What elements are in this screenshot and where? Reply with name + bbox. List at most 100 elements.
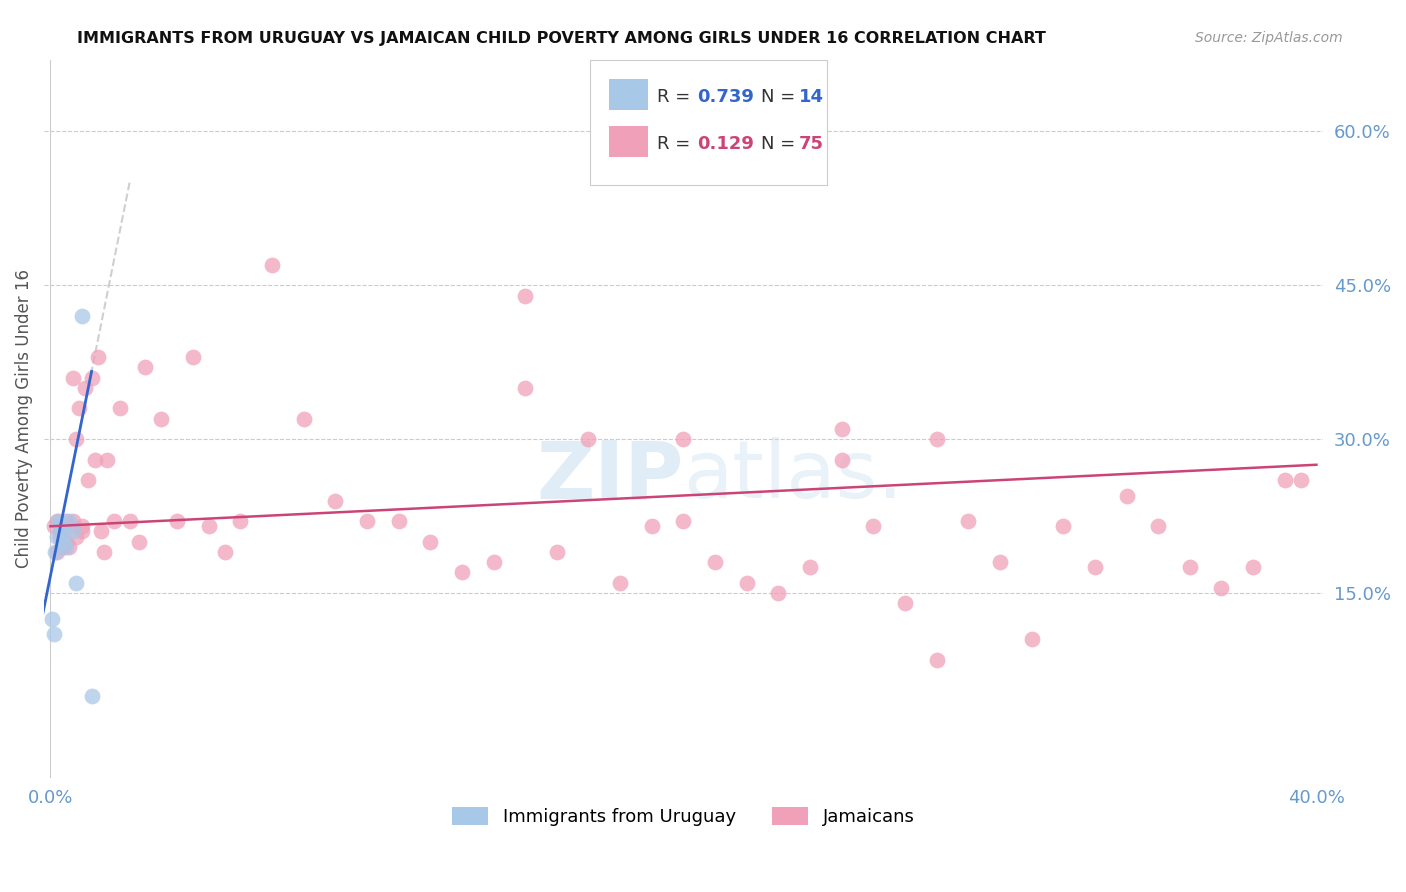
Point	[1241, 560, 1264, 574]
Point	[62, 370, 84, 384]
Point	[48, 514, 70, 528]
Text: R =: R =	[657, 135, 696, 153]
Point	[80, 370, 103, 384]
Point	[735, 575, 758, 590]
Point	[1084, 560, 1107, 574]
Point	[641, 519, 664, 533]
Point	[49, 524, 72, 539]
Point	[75, 381, 97, 395]
Point	[42, 627, 65, 641]
Point	[1289, 473, 1312, 487]
Point	[166, 514, 188, 528]
Point	[42, 519, 65, 533]
Point	[55, 540, 77, 554]
FancyBboxPatch shape	[591, 60, 827, 186]
Point	[957, 514, 980, 528]
Point	[150, 411, 173, 425]
Point	[41, 611, 63, 625]
FancyBboxPatch shape	[609, 126, 648, 156]
Point	[45, 529, 67, 543]
Point	[1052, 519, 1074, 533]
Point	[988, 555, 1011, 569]
Point	[134, 360, 156, 375]
Text: N =: N =	[762, 135, 801, 153]
Point	[58, 519, 80, 533]
Text: 75: 75	[799, 135, 824, 153]
Point	[1211, 581, 1233, 595]
Point	[70, 524, 93, 539]
Point	[70, 309, 93, 323]
Point	[214, 545, 236, 559]
Text: ZIP: ZIP	[536, 437, 683, 515]
Point	[62, 524, 84, 539]
Text: IMMIGRANTS FROM URUGUAY VS JAMAICAN CHILD POVERTY AMONG GIRLS UNDER 16 CORRELATI: IMMIGRANTS FROM URUGUAY VS JAMAICAN CHIL…	[77, 31, 1046, 46]
Point	[768, 586, 790, 600]
FancyBboxPatch shape	[609, 79, 648, 110]
Point	[83, 452, 105, 467]
Point	[65, 575, 87, 590]
Point	[77, 473, 100, 487]
Point	[87, 350, 110, 364]
Point	[672, 432, 695, 446]
Point	[1147, 519, 1170, 533]
Point	[103, 514, 125, 528]
Point	[515, 381, 537, 395]
Point	[925, 432, 948, 446]
Text: 0.739: 0.739	[697, 88, 755, 106]
Point	[52, 540, 75, 554]
Point	[96, 452, 118, 467]
Point	[49, 529, 72, 543]
Point	[65, 529, 87, 543]
Point	[45, 514, 67, 528]
Point	[1021, 632, 1043, 646]
Point	[799, 560, 821, 574]
Point	[197, 519, 219, 533]
Point	[118, 514, 141, 528]
Point	[451, 566, 474, 580]
Point	[260, 258, 283, 272]
Point	[70, 519, 93, 533]
Point	[52, 519, 75, 533]
Legend: Immigrants from Uruguay, Jamaicans: Immigrants from Uruguay, Jamaicans	[453, 806, 914, 826]
Text: Source: ZipAtlas.com: Source: ZipAtlas.com	[1195, 31, 1343, 45]
Point	[515, 288, 537, 302]
Point	[80, 689, 103, 703]
Point	[90, 524, 112, 539]
Point	[862, 519, 884, 533]
Point	[894, 596, 917, 610]
Point	[831, 452, 853, 467]
Y-axis label: Child Poverty Among Girls Under 16: Child Poverty Among Girls Under 16	[15, 269, 32, 568]
Point	[58, 540, 80, 554]
Point	[62, 514, 84, 528]
Point	[672, 514, 695, 528]
Point	[1178, 560, 1201, 574]
Point	[387, 514, 409, 528]
Point	[578, 432, 600, 446]
Text: atlas.: atlas.	[683, 437, 903, 515]
Point	[55, 534, 77, 549]
Point	[52, 534, 75, 549]
Text: 14: 14	[799, 88, 824, 106]
Point	[181, 350, 204, 364]
Point	[925, 652, 948, 666]
Point	[93, 545, 115, 559]
Point	[482, 555, 505, 569]
Point	[704, 555, 727, 569]
Point	[45, 545, 67, 559]
Point	[609, 575, 631, 590]
Point	[419, 534, 441, 549]
Point	[67, 401, 90, 416]
Point	[51, 524, 73, 539]
Point	[831, 422, 853, 436]
Point	[108, 401, 131, 416]
Point	[323, 493, 346, 508]
Point	[546, 545, 568, 559]
Point	[128, 534, 150, 549]
Text: 0.129: 0.129	[697, 135, 755, 153]
Point	[1274, 473, 1296, 487]
Point	[65, 432, 87, 446]
Point	[49, 519, 72, 533]
Point	[44, 545, 66, 559]
Point	[229, 514, 252, 528]
Text: R =: R =	[657, 88, 696, 106]
